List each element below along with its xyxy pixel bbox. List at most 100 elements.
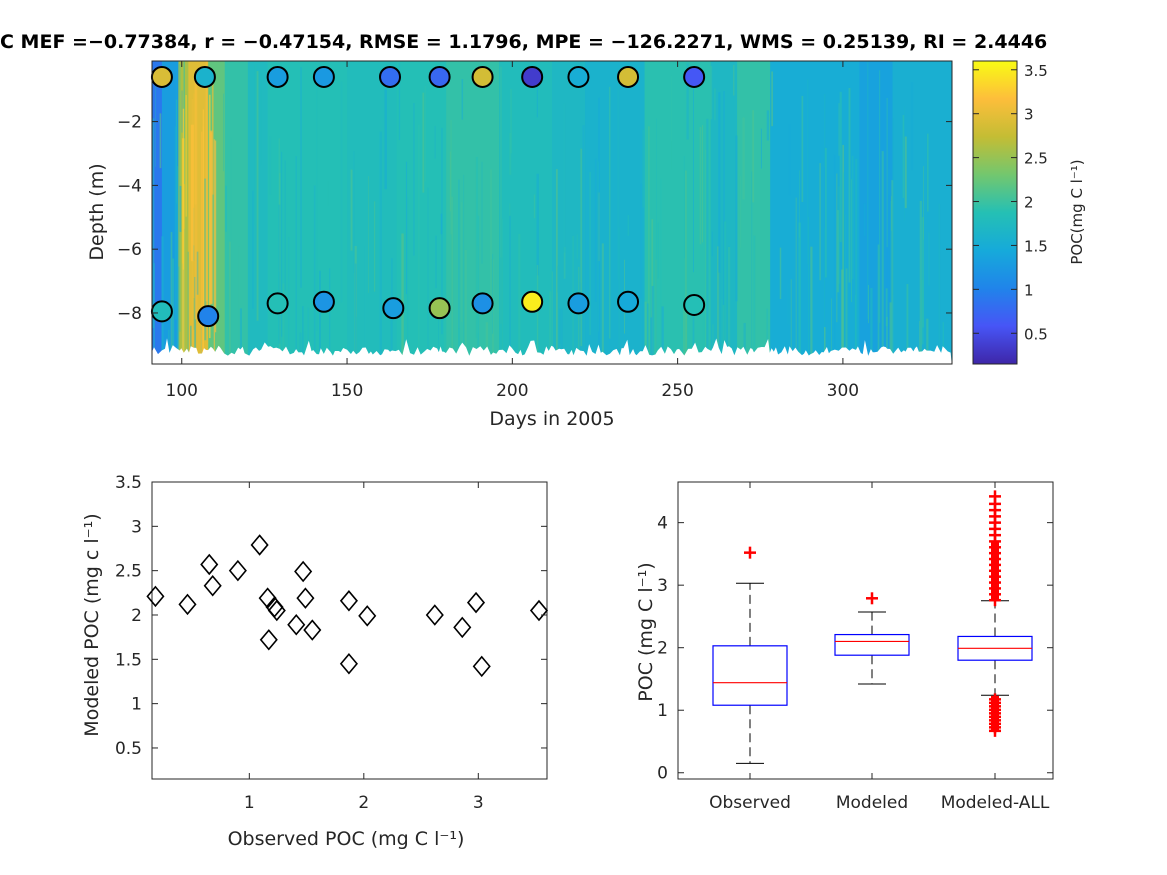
- field-streak: [256, 71, 259, 321]
- field-streak: [819, 163, 821, 281]
- field-streak: [868, 284, 870, 324]
- field-streak: [850, 179, 853, 303]
- field-streak: [723, 91, 725, 351]
- observation-marker: [521, 290, 544, 313]
- observation-marker: [521, 65, 544, 88]
- colorbar-ticks: 0.5 1 1.5 2 2.5 3 3.5: [973, 62, 1048, 343]
- observation-marker: [266, 65, 289, 88]
- field-streak: [618, 227, 620, 364]
- field-streak: [752, 110, 755, 203]
- field-streak: [766, 110, 770, 141]
- field-streak: [722, 304, 725, 364]
- field-streak: [938, 203, 941, 364]
- field-streak: [641, 268, 643, 364]
- field-streak: [153, 263, 155, 364]
- model-field-streaks: [152, 61, 944, 364]
- field-streak: [500, 66, 502, 324]
- box-modeled: [834, 592, 910, 685]
- field-streak: [418, 124, 420, 364]
- field-streak: [299, 332, 302, 364]
- field-streak: [316, 77, 318, 331]
- field-streak: [398, 62, 401, 141]
- field-streak: [450, 120, 452, 235]
- field-streak: [326, 180, 329, 207]
- scatter-point: [228, 559, 247, 582]
- scatter-x-tick-label: 1: [244, 793, 255, 813]
- scatter-axes-box: [151, 481, 548, 780]
- field-streak: [225, 185, 227, 232]
- field-streak: [877, 244, 880, 353]
- field-streak: [176, 166, 179, 364]
- field-streak: [152, 118, 155, 329]
- field-streak: [851, 155, 854, 280]
- field-streak: [902, 115, 905, 198]
- field-streak: [190, 124, 194, 262]
- box-category-label: Modeled: [836, 793, 908, 813]
- observation-marker: [617, 65, 640, 88]
- field-streak: [460, 202, 463, 322]
- field-streak: [810, 246, 813, 364]
- field-streak: [509, 215, 511, 364]
- field-streak: [779, 247, 782, 299]
- field-streak: [904, 106, 905, 222]
- field-streak: [172, 258, 175, 364]
- scatter-point: [339, 653, 358, 675]
- observation-marker: [471, 65, 494, 88]
- field-streak: [627, 214, 630, 236]
- field-streak: [518, 233, 521, 364]
- scatter-point: [259, 629, 278, 651]
- box-y-tick-label: 3: [657, 576, 668, 596]
- field-streak: [413, 103, 415, 256]
- field-streak: [510, 88, 512, 154]
- field-streak: [477, 215, 480, 364]
- observation-marker: [193, 65, 216, 88]
- field-streak: [921, 279, 924, 345]
- observation-marker: [567, 65, 590, 88]
- field-streak: [839, 91, 842, 243]
- scatter-point: [294, 560, 313, 583]
- field-streak: [723, 221, 727, 364]
- field-streak: [844, 214, 847, 354]
- field-streak: [159, 113, 162, 169]
- field-streak: [753, 235, 756, 364]
- field-streak: [713, 88, 716, 121]
- scatter-x-label: Observed POC (mg C l⁻¹): [228, 828, 465, 850]
- field-streak: [660, 178, 662, 361]
- field-streak: [661, 306, 664, 364]
- field-streak: [808, 216, 810, 364]
- field-streak: [888, 169, 890, 195]
- field-streak: [190, 325, 192, 364]
- observation-marker: [150, 300, 173, 323]
- field-streak: [801, 95, 804, 203]
- field-streak: [681, 313, 683, 339]
- field-streak: [155, 85, 156, 167]
- field-streak: [239, 308, 242, 364]
- field-streak: [340, 81, 343, 303]
- field-streak: [889, 200, 892, 364]
- field-streak: [926, 133, 929, 212]
- field-streak: [589, 171, 591, 336]
- observation-marker: [379, 65, 402, 88]
- field-streak: [919, 200, 922, 364]
- field-streak: [555, 169, 558, 364]
- field-streak: [923, 166, 924, 240]
- field-streak: [350, 169, 353, 251]
- field-streak: [211, 71, 214, 195]
- field-streak: [440, 213, 443, 235]
- box-outliers: [866, 592, 878, 605]
- scatter-x-tick-label: 2: [358, 793, 369, 813]
- field-streak: [787, 284, 790, 325]
- field-streak: [536, 73, 538, 118]
- scatter-y-tick-label: 2: [131, 606, 142, 626]
- field-streak: [213, 139, 215, 359]
- field-streak: [760, 128, 762, 169]
- scatter-y-tick-label: 0.5: [115, 739, 142, 759]
- scatter-point: [203, 574, 222, 597]
- scatter-point: [296, 587, 315, 609]
- field-streak: [536, 265, 539, 364]
- field-streak: [187, 251, 189, 364]
- field-streak: [848, 87, 851, 283]
- field-streak: [766, 308, 768, 364]
- scatter-point: [358, 605, 377, 627]
